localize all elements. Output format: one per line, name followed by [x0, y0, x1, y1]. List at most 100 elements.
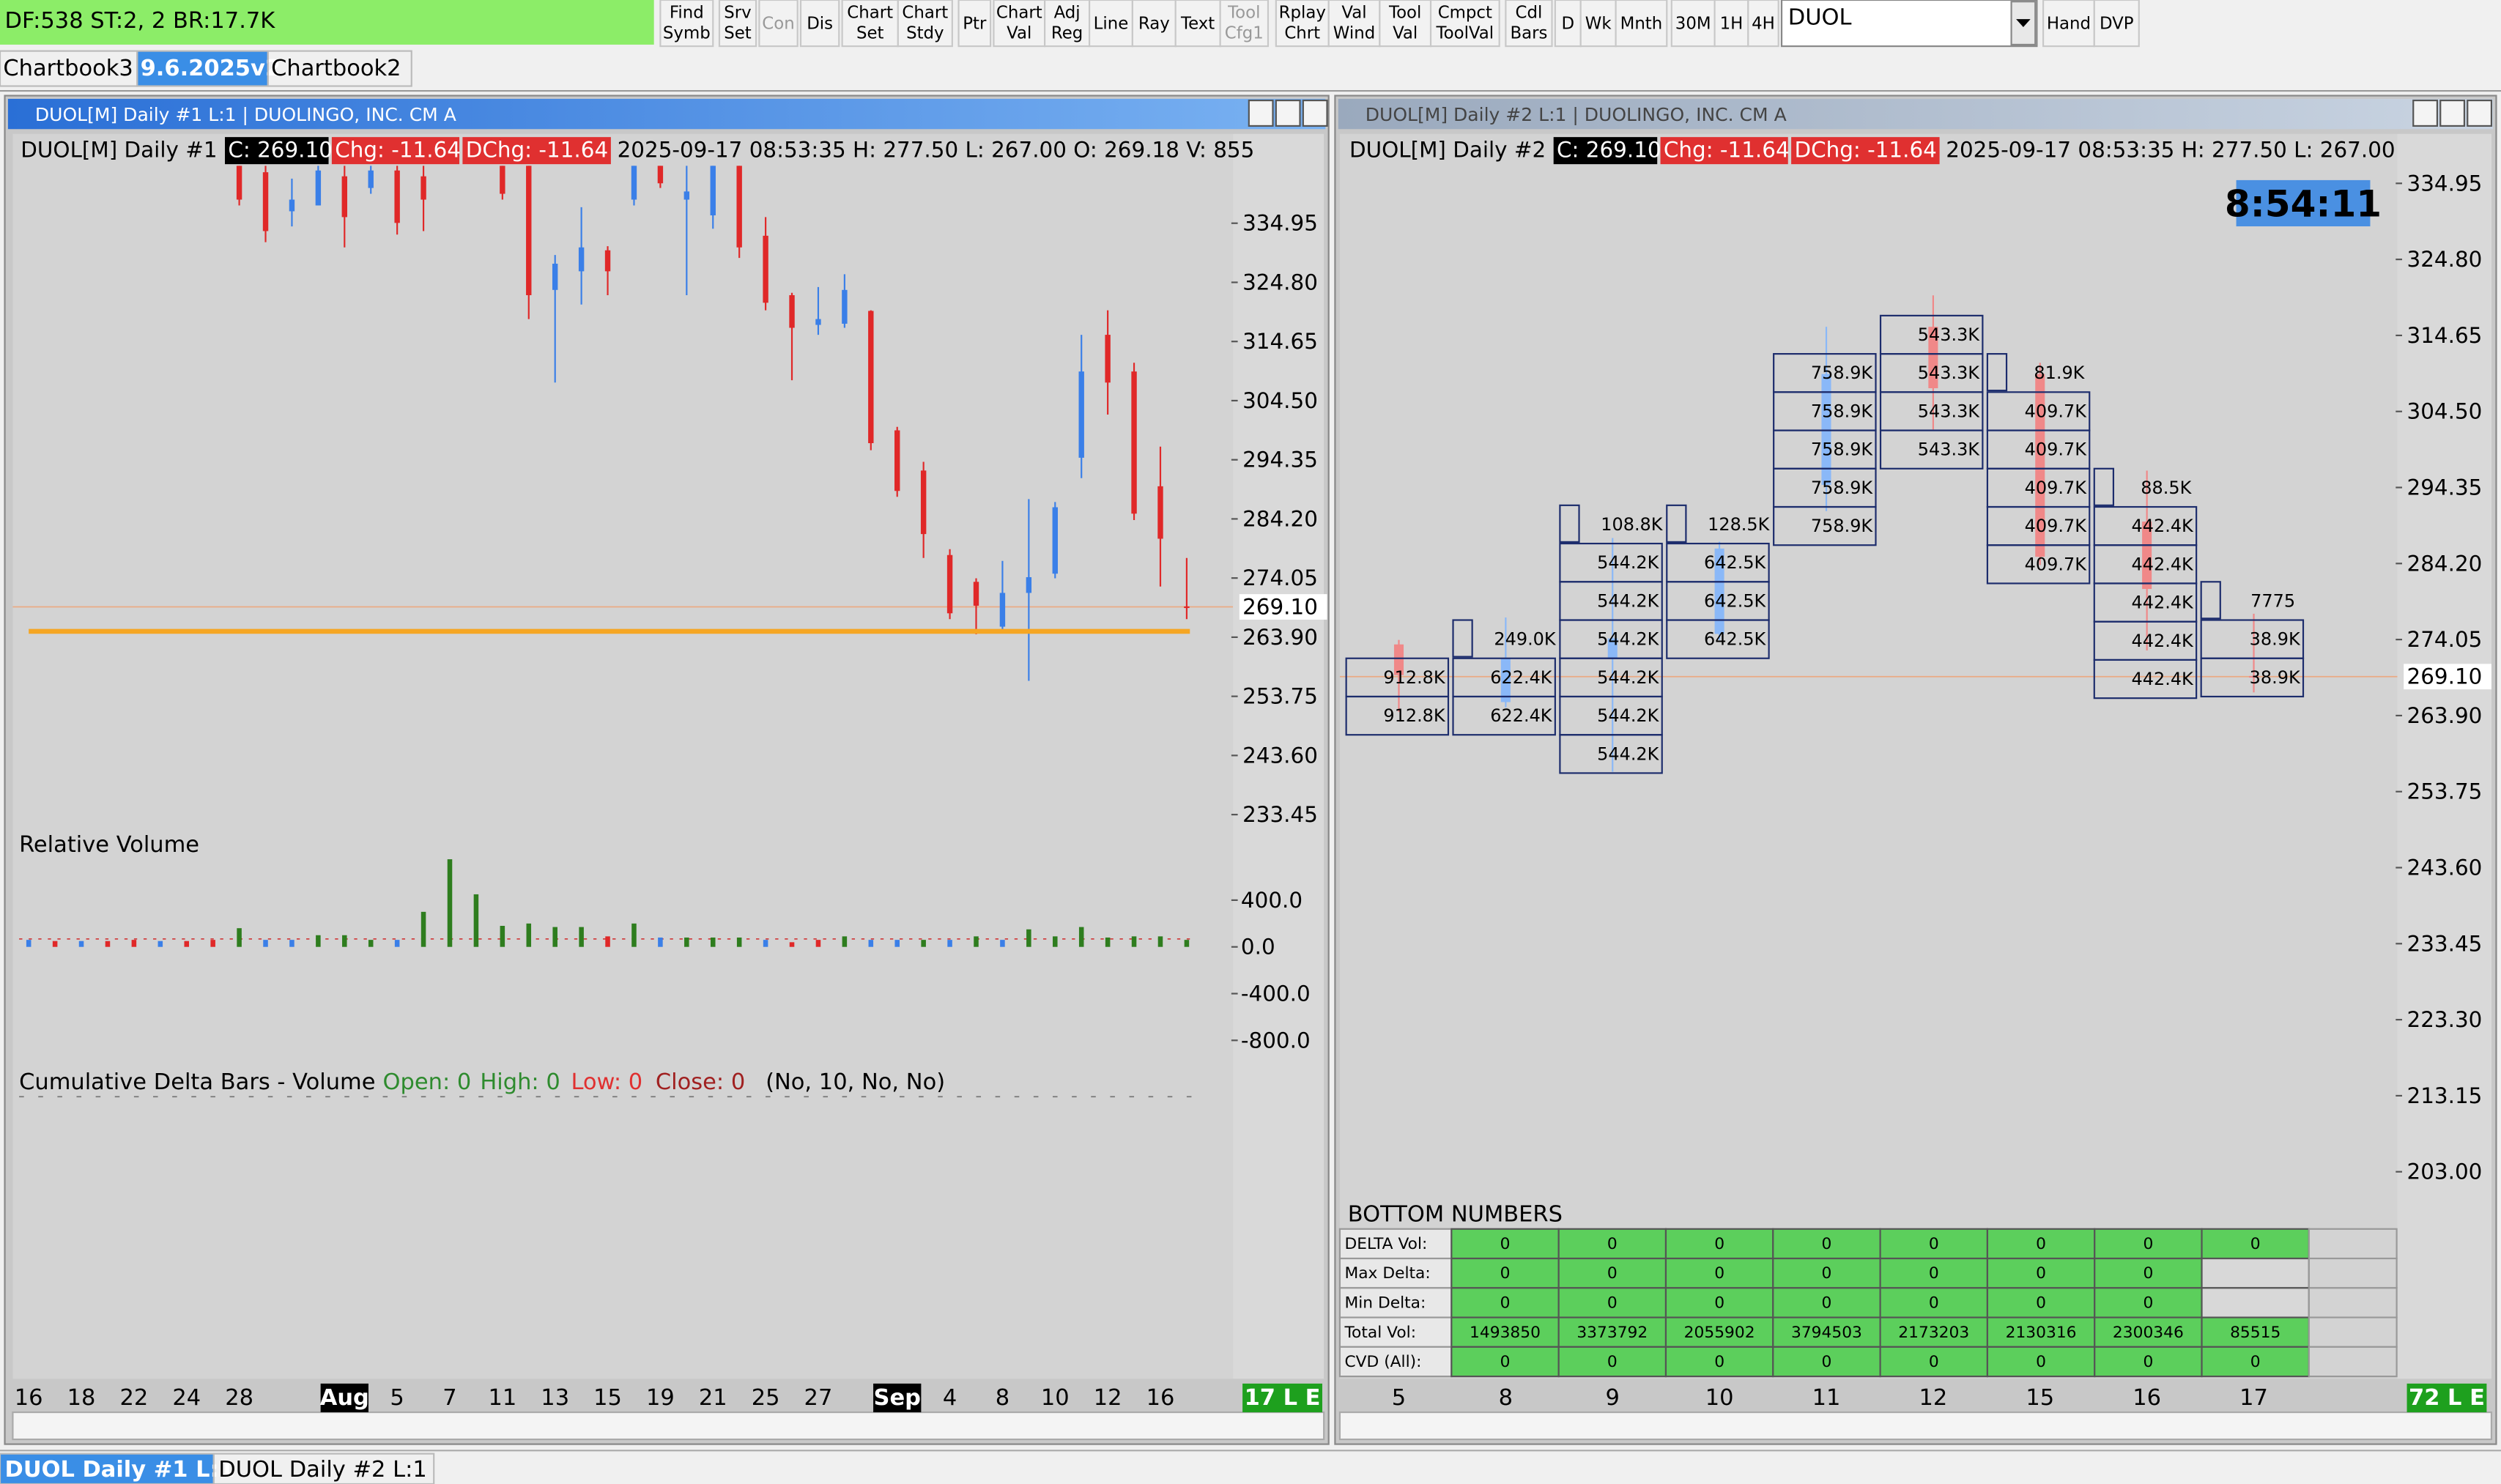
footprint-cell-label: 38.9K [2250, 667, 2301, 688]
table-cell [2094, 1257, 2203, 1289]
header-dchange: DChg: -11.64 [466, 138, 608, 163]
toolbar-button[interactable] [841, 0, 899, 48]
toolbar-button[interactable] [1044, 0, 1091, 48]
button-label: Line [1094, 15, 1129, 34]
x-tick-label: 22 [119, 1385, 148, 1411]
toolbar-button[interactable] [1747, 0, 1779, 48]
scrollbar[interactable] [1338, 1411, 2493, 1441]
toolbar-button[interactable] [1554, 0, 1582, 48]
last-price-box [2404, 664, 2491, 690]
footprint-cell-label: 442.4K [2132, 516, 2195, 536]
toolbar-button[interactable] [1429, 0, 1500, 48]
y-tick-label: 304.50 [1242, 388, 1318, 413]
candle-body [815, 319, 821, 325]
candle-body [552, 264, 558, 290]
button-label: Rplay [1279, 3, 1326, 22]
candle-body [973, 582, 979, 606]
window-button[interactable] [2439, 100, 2466, 127]
button-label: Stdy [906, 24, 944, 43]
toolbar-button[interactable] [718, 0, 757, 48]
window-button[interactable] [2467, 100, 2493, 127]
window-button[interactable] [1275, 100, 1301, 127]
group [236, 166, 1190, 681]
table-cell [1557, 1316, 1667, 1348]
table-cell [2201, 1228, 2310, 1260]
x-tick-label: 19 [646, 1385, 675, 1411]
table-row-label: Max Delta: [1344, 1264, 1430, 1283]
footprint-cell-label: 38.9K [2250, 629, 2301, 650]
toolbar-button[interactable] [957, 0, 992, 48]
toolbar-button[interactable] [1219, 0, 1270, 48]
table-cell [1450, 1228, 1560, 1260]
candle-body [2035, 374, 2045, 557]
y-tick-label: 304.50 [2407, 399, 2483, 424]
footprint-cell-label: 642.5K [1704, 590, 1767, 611]
x-tick-label: 13 [541, 1385, 569, 1411]
toolbar-button[interactable] [799, 0, 840, 48]
volume-bar [552, 927, 557, 947]
toolbar-button[interactable] [1579, 0, 1617, 48]
button-label: Set [724, 24, 752, 43]
x-tick-label: 15 [593, 1385, 622, 1411]
table-empty-cell [2308, 1316, 2398, 1348]
table-value: 0 [1500, 1264, 1511, 1283]
table-cell [1879, 1228, 1988, 1260]
table-cell [2201, 1346, 2310, 1378]
toolbar-button[interactable] [897, 0, 953, 48]
scrollbar[interactable] [12, 1411, 1325, 1441]
group: DUOL[M] Daily #2 C: 269.10 Chg: -11.64 DChg… [1349, 137, 2397, 165]
x-tick-label: Aug [320, 1385, 369, 1411]
volume-bar [1157, 936, 1163, 947]
table-value: 0 [2143, 1294, 2153, 1313]
y-tick-label: 274.05 [2407, 627, 2483, 652]
chart-area [1339, 133, 2398, 1379]
symbol-input[interactable] [1780, 0, 2038, 48]
button-label: Symb [663, 24, 711, 43]
tool-button[interactable] [2093, 0, 2140, 48]
table-value: 0 [1929, 1235, 1939, 1253]
table-empty-cell [2308, 1228, 2398, 1260]
button-label: Mnth [1620, 15, 1663, 34]
toolbar-button[interactable] [1275, 0, 1330, 48]
button-label: Chart [902, 3, 948, 22]
toolbar-button[interactable] [1615, 0, 1668, 48]
toolbar-button[interactable] [1174, 0, 1221, 48]
candle-body [657, 166, 664, 184]
chart-tab[interactable] [212, 1453, 435, 1484]
footprint-cell [1879, 429, 1984, 470]
x-tick-label: 8 [1499, 1385, 1513, 1411]
chart-tab-label: DUOL Daily #2 L:1 [218, 1457, 426, 1483]
toolbar-button[interactable] [758, 0, 799, 48]
table-cell [1664, 1287, 1774, 1318]
button-label: Val [1341, 3, 1366, 22]
volume-bar [78, 941, 84, 947]
volume-bar [368, 940, 374, 947]
x-tick-label: 25 [752, 1385, 780, 1411]
candle-body [368, 170, 374, 188]
toolbar-button[interactable] [1089, 0, 1133, 48]
header-badge [331, 137, 460, 165]
toolbar-button[interactable] [659, 0, 714, 48]
footprint-top-label: 128.5K [1708, 514, 1771, 535]
toolbar-button[interactable] [1131, 0, 1177, 48]
volume-bar [1078, 927, 1084, 947]
chartbook-tab[interactable] [267, 50, 412, 87]
candle-body [526, 166, 532, 295]
clock-box [2236, 179, 2371, 227]
toolbar-button[interactable] [1505, 0, 1553, 48]
candle-body [341, 176, 347, 218]
table-cell [1557, 1257, 1667, 1289]
volume-bar [394, 940, 400, 947]
window-button[interactable] [2412, 100, 2438, 127]
candle-body [1607, 638, 1618, 659]
button-label: ToolVal [1436, 24, 1494, 43]
dropdown-arrow [2016, 19, 2031, 27]
button-label: Bars [1510, 24, 1547, 43]
x-tick-label: 11 [1812, 1385, 1841, 1411]
window-button[interactable] [1302, 100, 1328, 127]
table-empty-cell [2308, 1287, 2398, 1318]
candle-body [2248, 675, 2259, 678]
volume-bar [500, 926, 505, 947]
symbol-text: DUOL [1788, 4, 1852, 30]
window-button[interactable] [1248, 100, 1274, 127]
